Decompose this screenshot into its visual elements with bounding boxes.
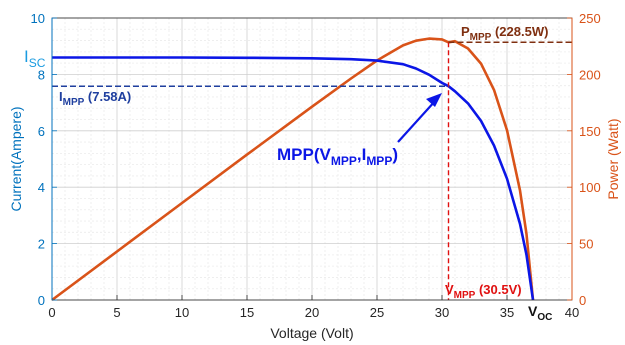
y-right-tick-label: 100 bbox=[579, 180, 601, 195]
y-left-tick-label: 4 bbox=[38, 180, 45, 195]
mpp-arrow bbox=[397, 93, 442, 143]
impp-label: IMPP (7.58A) bbox=[59, 89, 131, 108]
vmpp-label: VMPP (30.5V) bbox=[445, 282, 522, 301]
x-tick-label: 30 bbox=[435, 305, 449, 320]
marker-layer bbox=[52, 41, 572, 300]
y-right-tick-label: 0 bbox=[579, 293, 586, 308]
pmpp-label: PMPP (228.5W) bbox=[461, 24, 548, 43]
y-right-tick-label: 150 bbox=[579, 124, 601, 139]
voc-label: VOC bbox=[528, 303, 552, 323]
x-axis-title: Voltage (Volt) bbox=[270, 325, 353, 341]
x-tick-label: 20 bbox=[305, 305, 319, 320]
mpp-label: MPP(VMPP,IMPP) bbox=[277, 145, 398, 168]
y-left-tick-label: 0 bbox=[38, 293, 45, 308]
y-right-tick-label: 250 bbox=[579, 11, 601, 26]
y-left-axis-title: Current(Ampere) bbox=[8, 106, 24, 211]
x-tick-label: 0 bbox=[48, 305, 55, 320]
y-right-axis-title: Power (Watt) bbox=[605, 118, 621, 199]
y-right-tick-label: 200 bbox=[579, 67, 601, 82]
y-left-tick-label: 10 bbox=[31, 11, 45, 26]
x-tick-label: 40 bbox=[565, 305, 579, 320]
power-curve bbox=[51, 37, 535, 302]
y-left-tick-label: 2 bbox=[38, 237, 45, 252]
x-tick-label: 10 bbox=[175, 305, 189, 320]
x-tick-label: 25 bbox=[370, 305, 384, 320]
x-tick-label: 5 bbox=[113, 305, 120, 320]
x-tick-label: 15 bbox=[240, 305, 254, 320]
y-left-tick-label: 8 bbox=[38, 67, 45, 82]
y-left-tick-label: 6 bbox=[38, 124, 45, 139]
series-layer bbox=[51, 37, 535, 302]
isc-label: ISC bbox=[24, 47, 46, 70]
current-curve bbox=[52, 56, 535, 301]
y-right-tick-label: 50 bbox=[579, 237, 593, 252]
x-tick-label: 35 bbox=[500, 305, 514, 320]
